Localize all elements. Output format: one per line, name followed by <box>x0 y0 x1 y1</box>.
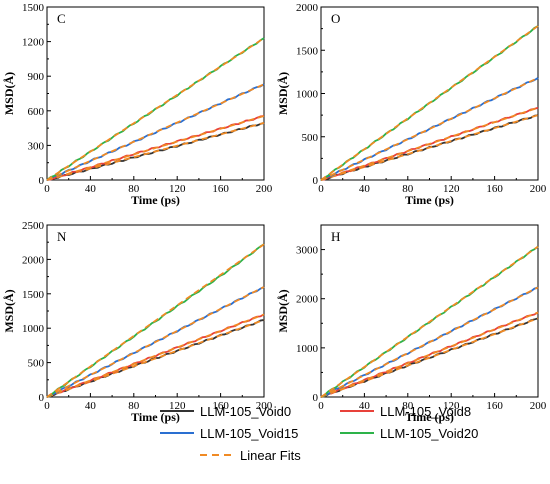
x-axis-label: Time (ps) <box>131 193 180 207</box>
x-tick-label: 200 <box>256 183 273 195</box>
y-tick-label: 500 <box>302 132 319 144</box>
x-tick-label: 200 <box>530 400 547 412</box>
legend-label: LLM-105_Void0 <box>200 404 291 419</box>
linear-fit-line <box>46 37 265 181</box>
y-tick-label: 1000 <box>296 89 319 101</box>
linear-fit-line <box>320 106 539 181</box>
x-tick-label: 40 <box>85 183 97 195</box>
y-axis-label: MSD(Å) <box>276 289 290 332</box>
linear-fit-line <box>46 115 265 181</box>
linear-fit-line <box>320 317 539 398</box>
y-tick-label: 1500 <box>22 289 45 301</box>
y-tick-label: 2000 <box>296 2 319 14</box>
plot-frame <box>46 6 265 181</box>
legend-label: LLM-105_Void20 <box>380 426 478 441</box>
y-tick-label: 0 <box>39 392 45 404</box>
x-tick-label: 160 <box>212 183 229 195</box>
linear-fit-line <box>320 114 539 181</box>
legend-item: LLM-105_Void8 <box>340 404 471 419</box>
y-tick-label: 2500 <box>22 220 45 232</box>
y-tick-label: 0 <box>313 175 319 187</box>
linear-fit-line <box>46 122 265 181</box>
x-tick-label: 160 <box>486 183 503 195</box>
x-tick-label: 40 <box>359 183 371 195</box>
linear-fit-line <box>46 243 265 398</box>
linear-fit-line <box>320 311 539 398</box>
x-tick-label: 80 <box>402 183 414 195</box>
x-tick-label: 160 <box>486 400 503 412</box>
plot-frame <box>320 224 539 398</box>
x-tick-label: 40 <box>359 400 371 412</box>
panel-c: 0 40 80 120 160 200 0 300 600 900 1200 1500 Time (ps… <box>2 2 273 207</box>
linear-fit-line <box>320 25 539 181</box>
x-tick-label: 200 <box>256 400 273 412</box>
x-tick-label: 80 <box>128 183 140 195</box>
legend: LLM-105_Void0 LLM-105_Void8 LLM-105_Void15… <box>160 404 478 463</box>
x-axis-label: Time (ps) <box>131 410 180 424</box>
x-tick-label: 0 <box>318 183 324 195</box>
legend-label: LLM-105_Void8 <box>380 404 471 419</box>
x-axis-label: Time (ps) <box>405 410 454 424</box>
linear-fit-line <box>46 313 265 398</box>
legend-item: LLM-105_Void15 <box>160 426 298 441</box>
x-tick-label: 80 <box>402 400 414 412</box>
x-tick-label: 80 <box>128 400 140 412</box>
y-tick-label: 1500 <box>22 2 45 14</box>
legend-label: LLM-105_Void15 <box>200 426 298 441</box>
x-tick-label: 160 <box>212 400 229 412</box>
legend-label: Linear Fits <box>240 448 301 463</box>
y-tick-label: 300 <box>28 140 45 152</box>
legend-item: LLM-105_Void0 <box>160 404 291 419</box>
y-tick-label: 1500 <box>296 45 319 57</box>
y-axis-label: MSD(Å) <box>276 72 290 115</box>
y-tick-label: 2000 <box>22 254 45 266</box>
x-tick-label: 40 <box>85 400 97 412</box>
x-tick-label: 0 <box>318 400 324 412</box>
y-tick-label: 0 <box>39 175 45 187</box>
panel-label: H <box>331 229 340 244</box>
panel-label: N <box>57 229 67 244</box>
y-axis-label: MSD(Å) <box>2 289 16 332</box>
y-tick-label: 900 <box>28 71 45 83</box>
linear-fit-line <box>46 319 265 398</box>
y-tick-label: 1000 <box>296 343 319 355</box>
linear-fit-line <box>46 286 265 398</box>
x-tick-label: 120 <box>443 400 460 412</box>
y-tick-label: 600 <box>28 106 45 118</box>
x-tick-label: 200 <box>530 183 547 195</box>
linear-fit-line <box>320 286 539 398</box>
series-line <box>46 83 265 181</box>
panel-label: O <box>331 11 340 26</box>
plot-frame <box>46 224 265 398</box>
legend-item: LLM-105_Void20 <box>340 426 478 441</box>
y-tick-label: 3000 <box>296 245 319 257</box>
y-tick-label: 1200 <box>22 37 45 49</box>
x-tick-label: 0 <box>44 400 50 412</box>
x-tick-label: 120 <box>443 183 460 195</box>
x-tick-label: 120 <box>169 400 186 412</box>
y-tick-label: 0 <box>313 392 319 404</box>
linear-fit-line <box>320 245 539 398</box>
y-axis-label: MSD(Å) <box>2 72 16 115</box>
x-tick-label: 120 <box>169 183 186 195</box>
panel-label: C <box>57 11 66 26</box>
y-tick-label: 1000 <box>22 323 45 335</box>
y-tick-label: 500 <box>28 358 45 370</box>
y-tick-label: 2000 <box>296 294 319 306</box>
x-axis-label: Time (ps) <box>405 193 454 207</box>
legend-item: Linear Fits <box>200 448 301 463</box>
x-tick-label: 0 <box>44 183 50 195</box>
